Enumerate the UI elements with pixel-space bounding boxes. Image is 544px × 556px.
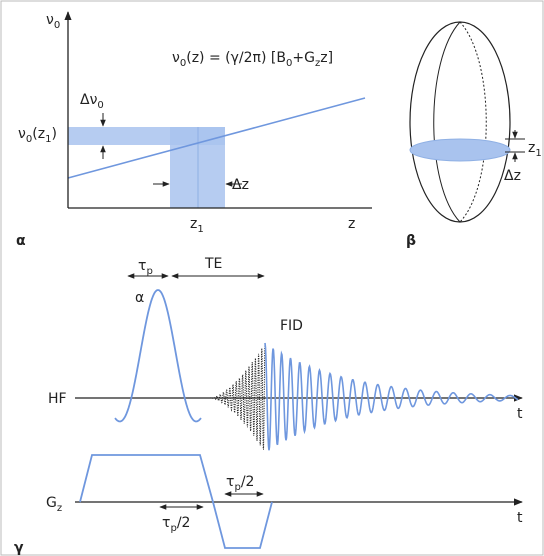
text-run: α: [16, 233, 26, 249]
hf-label: HF: [48, 391, 67, 407]
text-run: TE: [204, 256, 222, 272]
text-run: τ: [138, 258, 146, 274]
text-run: HF: [48, 391, 67, 407]
text-run: ν: [172, 50, 180, 66]
subscript: 1: [197, 224, 203, 235]
text-run: z: [528, 140, 535, 156]
te-label: TE: [204, 256, 222, 272]
text-run: t: [517, 406, 523, 422]
text-run: Δz: [232, 177, 249, 193]
delta-z-label: Δz: [232, 177, 249, 193]
slice-disk: [410, 139, 510, 161]
text-run: G: [46, 495, 57, 511]
text-run: z: [348, 216, 355, 232]
text-run: z: [190, 216, 197, 232]
fid-label: FID: [280, 318, 303, 334]
t-label: t: [517, 406, 523, 422]
delta-z-label: Δz: [504, 168, 521, 184]
text-run: γ: [14, 540, 24, 556]
text-run: t: [517, 510, 523, 526]
text-run: α: [135, 290, 144, 306]
text-run: β: [406, 233, 416, 249]
alpha-label: α: [135, 290, 144, 306]
text-run: (z) = (γ/2π) [B: [186, 50, 286, 66]
panel-label: β: [406, 233, 416, 249]
text-run: (z: [32, 126, 45, 142]
subscript: 1: [535, 148, 541, 159]
frame: [1, 1, 543, 555]
subscript: p: [146, 266, 152, 277]
text-run: τ: [162, 515, 170, 531]
x-axis-label: z: [348, 216, 355, 232]
panel-label: α: [16, 233, 26, 249]
text-run: +G: [292, 50, 315, 66]
text-run: Δz: [504, 168, 521, 184]
text-run: ): [51, 126, 56, 142]
text-run: ν: [18, 126, 26, 142]
text-run: ν: [46, 12, 54, 28]
figure: ν0zν0(z) = (γ/2π) [B0+Gzz]Δν0ν0(z1)Δzz1α…: [0, 0, 544, 556]
text-run: FID: [280, 318, 303, 334]
text-run: /2: [177, 515, 191, 531]
panel-label: γ: [14, 540, 24, 556]
text-run: τ: [226, 474, 234, 490]
text-run: /2: [241, 474, 255, 490]
t-label: t: [517, 510, 523, 526]
subscript: 0: [97, 100, 103, 111]
subscript: z: [57, 503, 62, 514]
subscript: 0: [54, 20, 60, 31]
text-run: Δν: [80, 92, 98, 108]
text-run: z]: [320, 50, 333, 66]
